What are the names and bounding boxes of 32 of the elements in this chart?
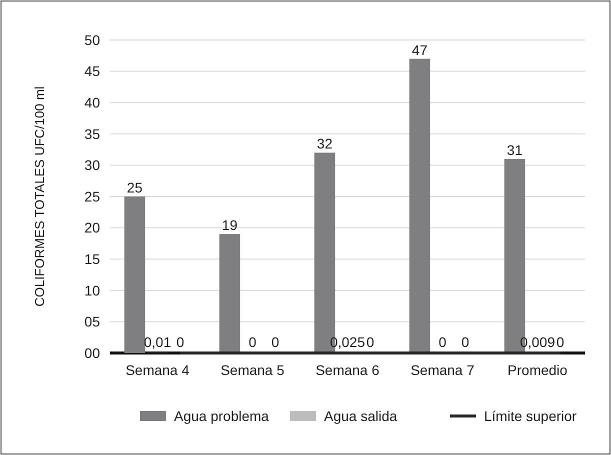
y-tick-label: 00	[84, 344, 100, 361]
x-tick-label: Promedio	[508, 362, 568, 378]
y-tick-label: 30	[84, 157, 100, 174]
x-tick-label: Semana 5	[220, 362, 285, 378]
y-tick-label: 40	[84, 94, 100, 110]
x-tick-label: Semana 4	[126, 362, 190, 378]
legend-label: Límite superior	[484, 408, 577, 424]
y-tick-label: 45	[84, 63, 100, 80]
data-label: 47	[412, 42, 428, 58]
data-label: 0	[176, 334, 184, 350]
data-label: 25	[126, 180, 143, 196]
data-label: 0	[556, 334, 564, 350]
y-tick-label: 10	[84, 282, 100, 298]
data-label: 0	[271, 334, 280, 350]
y-tick-label: 05	[84, 314, 100, 330]
y-axis-title: COLIFORMES TOTALES UFC/100 ml	[32, 86, 47, 307]
legend-label: Agua salida	[324, 408, 398, 424]
data-label: 19	[222, 217, 238, 234]
y-tick-label: 25	[84, 188, 100, 204]
data-label: 31	[506, 142, 523, 158]
legend-label: Agua problema	[174, 408, 270, 424]
data-label: 0	[438, 334, 447, 350]
x-tick-label: Semana 6	[316, 362, 380, 378]
y-tick-label: 15	[84, 251, 100, 267]
y-tick-label: 35	[84, 126, 100, 142]
data-label: 0	[461, 334, 470, 350]
data-label: 0	[366, 334, 374, 350]
y-tick-label: 50	[84, 32, 100, 48]
y-tick-label: 20	[84, 220, 100, 236]
data-label: 0	[248, 334, 257, 350]
data-label: 32	[316, 136, 333, 152]
x-tick-label: Semana 7	[410, 362, 475, 378]
